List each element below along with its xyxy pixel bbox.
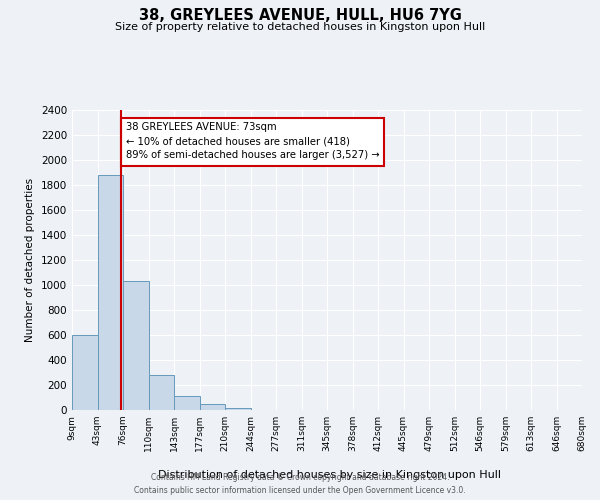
Bar bbox=[174, 396, 199, 410]
Text: Size of property relative to detached houses in Kingston upon Hull: Size of property relative to detached ho… bbox=[115, 22, 485, 32]
Bar bbox=[97, 175, 123, 410]
Text: Distribution of detached houses by size in Kingston upon Hull: Distribution of detached houses by size … bbox=[158, 470, 502, 480]
Bar bbox=[72, 335, 97, 410]
Bar bbox=[123, 281, 149, 410]
Bar bbox=[149, 375, 174, 410]
Text: 38, GREYLEES AVENUE, HULL, HU6 7YG: 38, GREYLEES AVENUE, HULL, HU6 7YG bbox=[139, 8, 461, 22]
Text: Contains HM Land Registry data © Crown copyright and database right 2024.
Contai: Contains HM Land Registry data © Crown c… bbox=[134, 474, 466, 495]
Text: 38 GREYLEES AVENUE: 73sqm
← 10% of detached houses are smaller (418)
89% of semi: 38 GREYLEES AVENUE: 73sqm ← 10% of detac… bbox=[125, 122, 379, 160]
Y-axis label: Number of detached properties: Number of detached properties bbox=[25, 178, 35, 342]
Bar bbox=[225, 408, 251, 410]
Bar bbox=[199, 404, 225, 410]
